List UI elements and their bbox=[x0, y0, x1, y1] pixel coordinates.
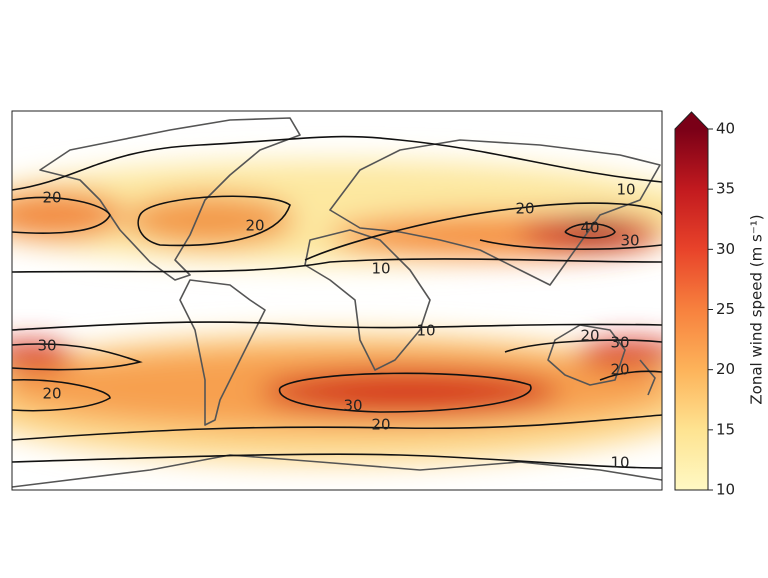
contour-label: 40 bbox=[580, 219, 599, 237]
colorbar-tick-label: 15 bbox=[716, 420, 735, 438]
contour-label: 10 bbox=[416, 322, 435, 340]
colorbar-extend-arrow bbox=[675, 112, 708, 129]
contour-labels: 20 20 20 10 40 30 10 10 20 30 30 20 20 30 20 10 bbox=[37, 181, 639, 472]
contour-label: 20 bbox=[371, 416, 390, 434]
map-panel: 20 20 20 10 40 30 10 10 20 30 30 20 20 30 20 10 bbox=[12, 111, 662, 490]
contour-lines bbox=[12, 135, 662, 469]
coastlines bbox=[12, 117, 662, 488]
contour-label: 30 bbox=[610, 334, 629, 352]
colorbar-tick-label: 35 bbox=[716, 180, 735, 198]
colorbar-tick-label: 20 bbox=[716, 360, 735, 378]
contour-label: 10 bbox=[371, 260, 390, 278]
colorbar: 10 15 20 25 30 35 40 Zonal wind speed (m s⁻¹) bbox=[674, 111, 766, 499]
contour-label: 30 bbox=[343, 397, 362, 415]
contour-label: 20 bbox=[42, 189, 61, 207]
wind-field bbox=[12, 160, 662, 464]
colorbar-outline bbox=[674, 111, 709, 491]
colorbar-tick-label: 25 bbox=[716, 300, 735, 318]
map-frame bbox=[11, 110, 663, 491]
contour-label: 20 bbox=[42, 385, 61, 403]
contour-label: 20 bbox=[610, 361, 629, 379]
colorbar-tick-label: 10 bbox=[716, 481, 735, 499]
contour-label: 20 bbox=[245, 217, 264, 235]
colorbar-fill bbox=[675, 129, 708, 490]
colorbar-tick-label: 30 bbox=[716, 240, 735, 258]
contour-label: 30 bbox=[620, 232, 639, 250]
contour-label: 20 bbox=[515, 200, 534, 218]
contour-label: 10 bbox=[616, 181, 635, 199]
colorbar-tick-label: 40 bbox=[716, 120, 735, 138]
contour-label: 10 bbox=[610, 454, 629, 472]
contour-label: 30 bbox=[37, 337, 56, 355]
contour-label: 20 bbox=[580, 327, 599, 345]
colorbar-label: Zonal wind speed (m s⁻¹) bbox=[748, 214, 766, 404]
